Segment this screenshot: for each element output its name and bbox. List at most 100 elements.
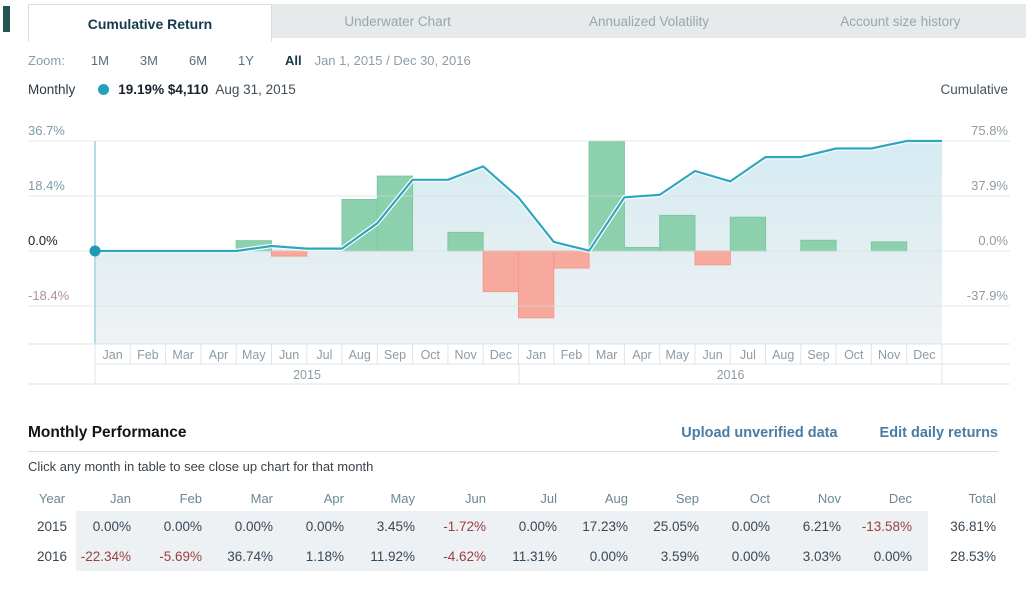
- cumulative-area: [95, 141, 942, 344]
- date-range-label: Jan 1, 2015 / Dec 30, 2016: [314, 53, 471, 68]
- table-row: 2016 -22.34% -5.69% 36.74% 1.18% 11.92% -4.62%…: [28, 541, 998, 571]
- month-axis-label[interactable]: May: [665, 348, 689, 362]
- left-axis-label: 0.0%: [28, 233, 58, 248]
- column-header-oct: Oct: [749, 490, 770, 506]
- month-cell[interactable]: 0.00%: [573, 541, 644, 571]
- month-cell[interactable]: 0.00%: [147, 511, 218, 541]
- month-cell[interactable]: -22.34%: [76, 541, 147, 571]
- month-cell[interactable]: 25.05%: [644, 511, 715, 541]
- table-header-row: Year Jan Feb Mar Apr May Jun Jul Aug Sep Oct Nov Dec…: [28, 485, 998, 511]
- monthly-return-bar[interactable]: [800, 239, 837, 252]
- monthly-return-bar[interactable]: [271, 250, 308, 257]
- month-cell[interactable]: -4.62%: [431, 541, 502, 571]
- monthly-return-bar[interactable]: [447, 231, 484, 252]
- zoom-range-3m[interactable]: 3M: [139, 53, 158, 68]
- tab-cumulative-return[interactable]: Cumulative Return: [28, 4, 272, 42]
- month-cell[interactable]: -13.58%: [857, 511, 928, 541]
- month-cell[interactable]: 0.00%: [76, 511, 147, 541]
- month-axis-label[interactable]: Oct: [844, 348, 864, 362]
- performance-chart[interactable]: 36.7% 18.4% 0.0% -18.4% 75.8% 37.9% 0.0% -37.9%…: [0, 110, 1026, 390]
- table-row: 2015 0.00% 0.00% 0.00% 0.00% 3.45% -1.72% 0.00%…: [28, 511, 998, 541]
- column-header-apr: Apr: [323, 490, 344, 506]
- month-axis-label[interactable]: Apr: [632, 348, 651, 362]
- month-axis-label[interactable]: Mar: [596, 348, 618, 362]
- month-axis-label[interactable]: May: [242, 348, 266, 362]
- month-cell[interactable]: 3.03%: [786, 541, 857, 571]
- monthly-return-bar[interactable]: [694, 250, 731, 266]
- month-axis-label[interactable]: Jun: [279, 348, 299, 362]
- month-axis-label[interactable]: Mar: [172, 348, 194, 362]
- column-header-sep: Sep: [675, 490, 699, 506]
- month-cell[interactable]: -1.72%: [431, 511, 502, 541]
- column-header-feb: Feb: [179, 490, 202, 506]
- monthly-return-bar[interactable]: [729, 216, 767, 252]
- monthly-return-bar[interactable]: [623, 247, 661, 252]
- year-cell: 2016: [36, 548, 68, 564]
- right-axis-label: 37.9%: [971, 178, 1008, 193]
- month-axis-label[interactable]: Sep: [807, 348, 829, 362]
- section-title: Monthly Performance: [28, 424, 187, 441]
- monthly-performance-table: Year Jan Feb Mar Apr May Jun Jul Aug Sep Oct Nov Dec…: [28, 485, 998, 571]
- month-axis-label[interactable]: Feb: [137, 348, 159, 362]
- month-cell[interactable]: 11.92%: [360, 541, 431, 571]
- month-axis-label[interactable]: Sep: [384, 348, 406, 362]
- column-header-year: Year: [38, 490, 66, 506]
- month-cell[interactable]: 6.21%: [786, 511, 857, 541]
- month-axis-label[interactable]: Jun: [703, 348, 723, 362]
- month-cell[interactable]: 1.18%: [289, 541, 360, 571]
- month-cell[interactable]: 3.59%: [644, 541, 715, 571]
- column-header-nov: Nov: [817, 490, 841, 506]
- selected-point-marker[interactable]: [89, 245, 101, 257]
- monthly-series-label: Monthly: [28, 82, 76, 97]
- month-cell[interactable]: 3.45%: [360, 511, 431, 541]
- right-axis-label: -37.9%: [967, 288, 1009, 303]
- month-cell[interactable]: 0.00%: [289, 511, 360, 541]
- zoom-range-1y[interactable]: 1Y: [238, 53, 254, 68]
- year-axis-label: 2016: [717, 368, 745, 382]
- left-axis-label: 18.4%: [28, 178, 65, 193]
- month-axis-label[interactable]: Jul: [316, 348, 332, 362]
- monthly-return-bar[interactable]: [553, 250, 590, 269]
- column-header-total: Total: [968, 490, 996, 506]
- tab-annualized-volatility[interactable]: Annualized Volatility: [588, 13, 710, 29]
- month-cell[interactable]: 11.31%: [502, 541, 573, 571]
- tab-underwater-chart[interactable]: Underwater Chart: [344, 13, 451, 29]
- monthly-return-bar[interactable]: [870, 241, 908, 252]
- month-axis-label[interactable]: Dec: [913, 348, 935, 362]
- month-axis-label[interactable]: Nov: [878, 348, 901, 362]
- table-caption: Click any month in table to see close up…: [28, 459, 374, 474]
- month-axis-label[interactable]: Aug: [772, 348, 794, 362]
- month-axis-label[interactable]: Feb: [561, 348, 583, 362]
- monthly-return-bar[interactable]: [482, 250, 520, 293]
- zoom-range-all[interactable]: All: [284, 53, 302, 68]
- month-cell[interactable]: -5.69%: [147, 541, 218, 571]
- monthly-return-bar[interactable]: [518, 250, 555, 319]
- tab-account-size-history[interactable]: Account size history: [840, 13, 961, 29]
- edit-daily-returns-link[interactable]: Edit daily returns: [879, 425, 998, 441]
- month-axis-label[interactable]: Aug: [349, 348, 371, 362]
- month-axis-label[interactable]: Dec: [490, 348, 512, 362]
- month-cell[interactable]: 17.23%: [573, 511, 644, 541]
- column-header-jun: Jun: [465, 490, 486, 506]
- month-axis-label[interactable]: Jul: [740, 348, 756, 362]
- month-cell[interactable]: 0.00%: [502, 511, 573, 541]
- month-cell[interactable]: 36.74%: [218, 541, 289, 571]
- upload-unverified-data-link[interactable]: Upload unverified data: [681, 425, 838, 441]
- month-axis-label[interactable]: Nov: [454, 348, 477, 362]
- month-cell[interactable]: 0.00%: [857, 541, 928, 571]
- zoom-range-1m[interactable]: 1M: [90, 53, 109, 68]
- monthly-performance-section: Monthly Performance Upload unverified da…: [28, 424, 998, 571]
- month-cell[interactable]: 0.00%: [715, 541, 786, 571]
- month-axis-label[interactable]: Oct: [421, 348, 441, 362]
- cumulative-line: [95, 139, 942, 253]
- monthly-return-bar[interactable]: [659, 214, 696, 252]
- month-axis-label[interactable]: Apr: [209, 348, 228, 362]
- zoom-controls: Zoom: 1M 3M 6M 1Y All Jan 1, 2015 / Dec …: [28, 53, 471, 68]
- month-axis-label[interactable]: Jan: [526, 348, 546, 362]
- month-cell[interactable]: 0.00%: [218, 511, 289, 541]
- month-cell[interactable]: 0.00%: [715, 511, 786, 541]
- month-axis-label[interactable]: Jan: [103, 348, 123, 362]
- zoom-range-6m[interactable]: 6M: [188, 53, 208, 68]
- total-cell: 28.53%: [950, 548, 996, 564]
- divider: [28, 451, 998, 452]
